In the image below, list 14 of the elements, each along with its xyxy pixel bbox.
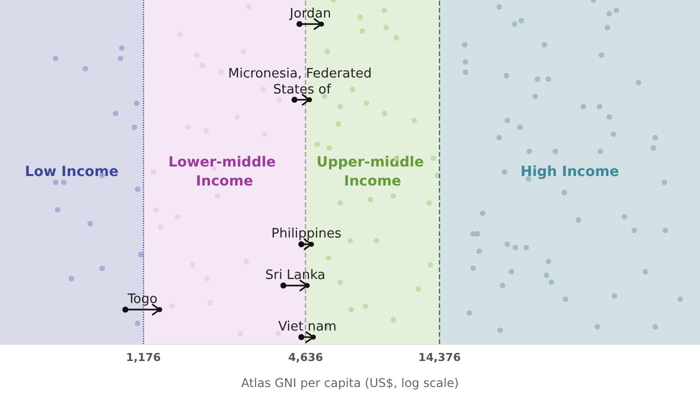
series-label: Philippines [271, 226, 342, 242]
band-label: Lower-middle Income [168, 154, 281, 190]
series-label: Micronesia, Federated States of [228, 66, 376, 98]
series-label: Togo [126, 292, 158, 308]
series-label: Sri Lanka [265, 268, 326, 284]
band-label: High Income [520, 164, 620, 180]
x-tick-label: 4,636 [288, 351, 324, 364]
band-label: Low Income [24, 164, 118, 180]
band-label: Upper-middle Income [316, 154, 429, 190]
x-axis-title: Atlas GNI per capita (US$, log scale) [241, 376, 459, 390]
x-tick-label: 14,376 [418, 351, 462, 364]
series-label: Jordan [288, 6, 332, 22]
series-label: Viet nam [278, 320, 337, 335]
x-tick-label: 1,176 [126, 351, 162, 364]
